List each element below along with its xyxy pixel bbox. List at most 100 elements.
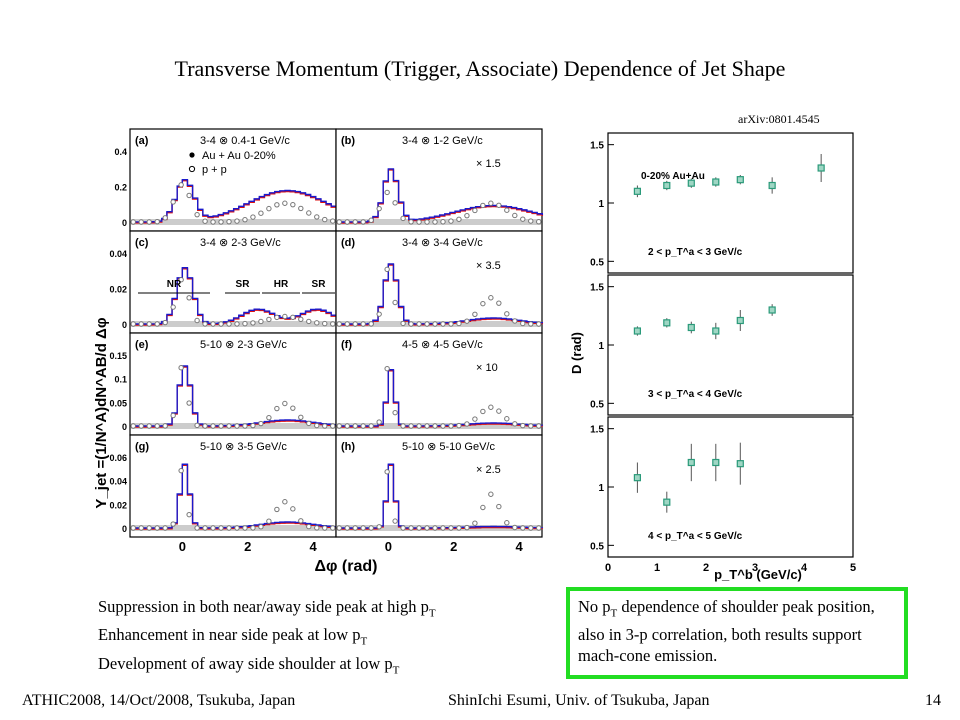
pp-point [360, 219, 366, 225]
pp-point [336, 321, 342, 327]
pp-point [464, 524, 470, 531]
pp-point [186, 192, 192, 199]
pp-point [376, 311, 382, 317]
region-label: HR [274, 279, 289, 290]
pp-point [536, 423, 542, 429]
panel-range-label: 4 < p_T^a < 5 GeV/c [648, 531, 743, 542]
pp-point [298, 518, 304, 524]
auau-curve [130, 463, 338, 529]
panel-baseline-band [131, 219, 335, 225]
pp-point [194, 211, 200, 218]
panel-scale: × 1.5 [476, 158, 501, 170]
correlation-figure-svg: 0 0.2 0.4 (a) 3-4 ⊗ 0.4-1 GeV/c (b) 3-4 ⊗ 1-2 … [93, 128, 544, 575]
data-point [633, 474, 642, 482]
pp-point [298, 316, 304, 322]
y-tick-label: 0.06 [109, 453, 127, 463]
data-point [768, 181, 776, 190]
pp-point [352, 219, 358, 225]
pp-point [298, 414, 304, 420]
shoulder-width-figure: 0.5 1 1.5 2 < p_T^a < 3 GeV/c 0.5 1 1.5 3 < p_T… [563, 123, 863, 585]
y-tick-label: 0 [122, 320, 127, 330]
pp-point [448, 423, 454, 429]
data-point [736, 176, 744, 184]
pp-point [146, 321, 152, 327]
pp-point [408, 321, 414, 327]
right-y-axis-label: D (rad) [569, 332, 584, 374]
y-tick-label: 1.5 [590, 141, 604, 152]
pp-point [178, 365, 184, 371]
data-point [633, 187, 642, 195]
pp-point [202, 218, 208, 224]
pp-point [290, 314, 296, 321]
y-tick-label: 1 [598, 483, 604, 494]
pp-point [496, 202, 502, 208]
data-point [687, 458, 695, 467]
pp-point [210, 321, 216, 327]
pp-point [496, 503, 502, 510]
pp-point [242, 320, 248, 327]
pp-point [336, 423, 342, 429]
panel-range-label: 3 < p_T^a < 4 GeV/c [648, 389, 743, 400]
panel-range-label: 2 < p_T^a < 3 GeV/c [648, 247, 743, 258]
d-panel-frame [607, 274, 854, 416]
pp-point [154, 218, 160, 225]
pp-point [266, 316, 272, 323]
data-point [736, 316, 744, 325]
pp-point [202, 423, 208, 429]
pp-point [336, 525, 342, 531]
panel-label: 3-4 ⊗ 3-4 GeV/c [402, 237, 483, 249]
pp-point [146, 219, 152, 225]
data-point [712, 327, 720, 335]
pp-point [330, 218, 336, 224]
pp-point [416, 525, 422, 531]
y-tick-label: 0 [122, 422, 127, 432]
y-tick-label: 0.02 [109, 500, 127, 510]
pp-point [336, 219, 342, 225]
x-tick-label: 0 [385, 539, 392, 554]
pp-point [218, 321, 224, 327]
pp-point [186, 295, 192, 301]
pp-point [472, 520, 478, 526]
correlation-figure: 0 0.2 0.4 (a) 3-4 ⊗ 0.4-1 GeV/c (b) 3-4 ⊗ 1-2 … [88, 123, 552, 580]
pp-point [344, 219, 350, 225]
pp-point [178, 467, 184, 474]
x-tick-label: 2 [244, 539, 251, 554]
pp-point [226, 321, 232, 327]
pp-point [314, 525, 320, 531]
pp-point [496, 408, 502, 414]
pp-point [528, 321, 534, 327]
pp-point [440, 525, 446, 531]
pp-point [384, 365, 390, 372]
legend-marker-pp [188, 165, 196, 173]
pp-point [154, 525, 160, 531]
y-tick-label: 0.04 [109, 249, 127, 259]
pp-point [282, 400, 288, 407]
pp-point [440, 321, 446, 327]
pp-point [194, 317, 200, 324]
pp-point [464, 421, 470, 427]
data-point [768, 306, 776, 314]
pp-point [456, 525, 462, 531]
pp-point [322, 216, 328, 223]
pp-point [162, 215, 168, 221]
reference: arXiv:0801.4545 [738, 112, 820, 126]
pp-point [424, 219, 430, 225]
findings-list: Suppression in both near/away side peak … [98, 596, 436, 681]
finding-3: Development of away side shoulder at low… [98, 653, 400, 676]
panel-baseline-band [337, 219, 541, 225]
pp-point [520, 320, 526, 327]
pp-point [274, 506, 280, 513]
y-tick-label: 0 [122, 218, 127, 228]
pp-point [472, 311, 478, 317]
pp-point [178, 182, 184, 188]
pp-point [520, 216, 526, 222]
pp-point [250, 525, 256, 531]
x-axis-label: Δφ (rad) [315, 558, 378, 575]
pp-point [210, 423, 216, 429]
pp-point [290, 405, 296, 411]
pp-point [130, 525, 136, 531]
pp-point [322, 320, 328, 327]
data-point [736, 460, 744, 468]
d-panel-frame [607, 416, 854, 558]
pp-point [258, 318, 264, 325]
